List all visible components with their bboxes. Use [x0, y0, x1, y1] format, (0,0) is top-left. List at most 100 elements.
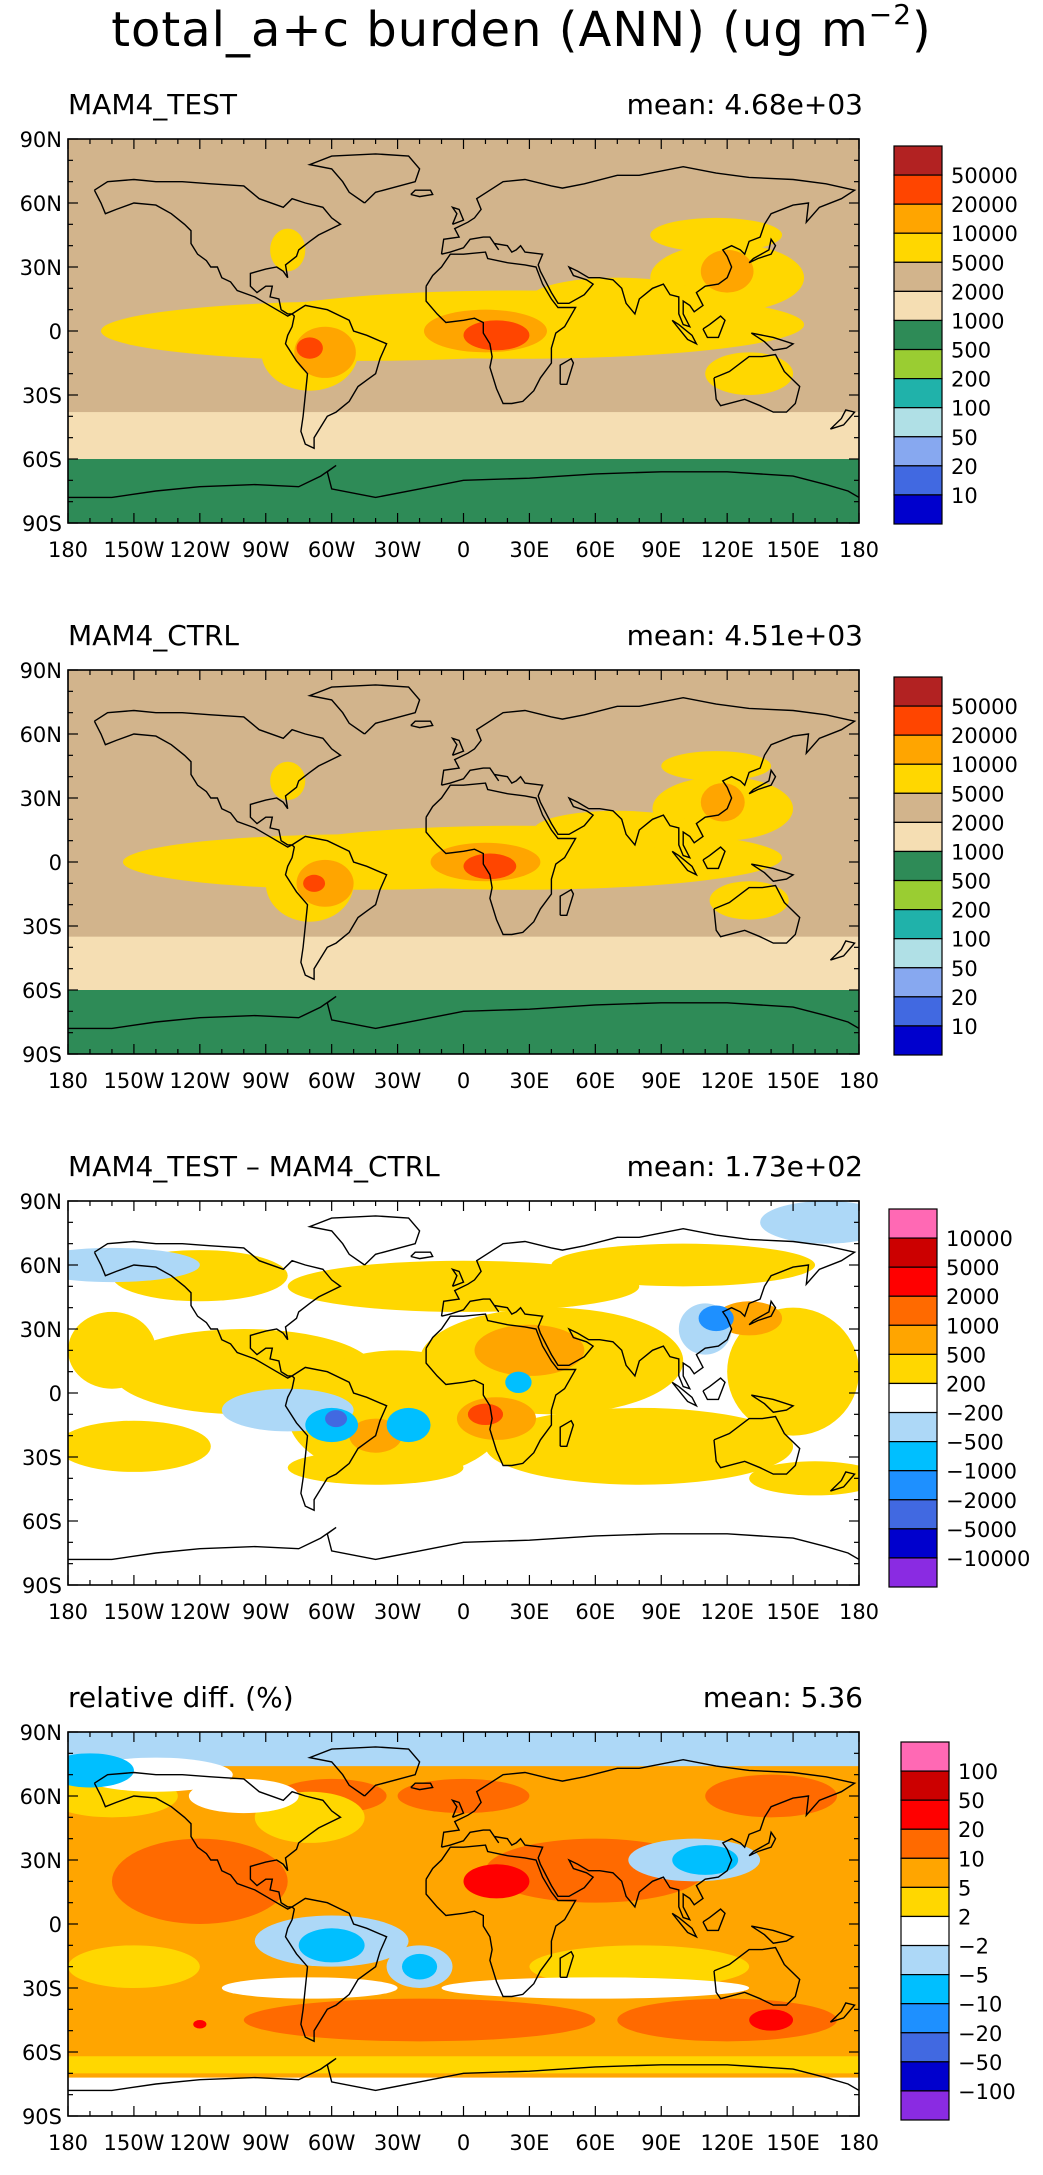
- coastline: [425, 251, 577, 405]
- colorbar-swatch: [893, 705, 943, 736]
- coastline: [559, 1950, 575, 1978]
- x-tick-label: 30E: [509, 1069, 549, 1093]
- x-tick-label: 30W: [374, 1069, 422, 1093]
- field-contour: [303, 874, 326, 892]
- coastline: [713, 1946, 801, 2006]
- field-contour: [705, 352, 794, 395]
- panel-mean-label: mean: 4.68e+03: [626, 88, 863, 121]
- colorbar-label: 1000: [951, 309, 1004, 333]
- x-tick-label: 180: [839, 1600, 879, 1624]
- map-plot: 180 150W 120W 90W 60W 30W 0 30E 60E 90E 120E 150E 18…: [20, 1721, 879, 2155]
- colorbar-swatch: [888, 1324, 938, 1355]
- x-tick-label: 180: [48, 1069, 88, 1093]
- y-tick-label: 60S: [22, 1510, 62, 1534]
- field-contour: [485, 1407, 794, 1485]
- panel-mean-label: mean: 1.73e+02: [626, 1150, 863, 1183]
- colorbar-label: 500: [951, 339, 991, 363]
- x-tick-label: 180: [839, 2131, 879, 2155]
- field-contour: [529, 277, 706, 321]
- colorbar-swatch: [893, 261, 943, 292]
- colorbar-swatch: [893, 407, 943, 438]
- field-layer: [68, 1201, 859, 1585]
- coastline: [410, 1251, 434, 1260]
- x-tick-label: 150W: [103, 2131, 164, 2155]
- colorbar-swatch: [893, 348, 943, 380]
- coastline: [284, 304, 388, 450]
- colorbar-swatch: [893, 145, 943, 176]
- colorbar-label: 5000: [946, 1256, 999, 1280]
- coastline: [450, 737, 465, 756]
- field-contour: [270, 228, 306, 272]
- panel-left-label: MAM4_TEST: [68, 88, 237, 121]
- colorbar-swatch: [900, 1770, 950, 1801]
- colorbar-label: −500: [946, 1431, 1004, 1455]
- coastlines: [68, 1215, 859, 1561]
- x-tick-label: 90E: [641, 2131, 681, 2155]
- y-tick-label: 90S: [22, 2105, 62, 2129]
- page-title: total_a+c burden (ANN) (ug m−2): [0, 0, 1043, 60]
- field-contour: [700, 249, 754, 293]
- y-tick-label: 0: [49, 851, 62, 875]
- x-tick-label: 150E: [766, 538, 819, 562]
- y-tick-label: 90N: [20, 128, 62, 152]
- panel-left-label: relative diff. (%): [68, 1681, 294, 1714]
- colorbar-label: −10000: [946, 1547, 1030, 1571]
- coastline: [713, 1415, 801, 1475]
- x-tick-label: 120E: [700, 538, 753, 562]
- x-tick-label: 90E: [641, 1069, 681, 1093]
- y-tick-label: 60N: [20, 1785, 62, 1809]
- colorbar-label: 1000: [946, 1314, 999, 1338]
- colorbar-swatch: [893, 436, 943, 467]
- x-tick-label: 180: [48, 538, 88, 562]
- y-tick-label: 30S: [22, 915, 62, 939]
- x-tick-label: 180: [48, 2131, 88, 2155]
- field-contour: [296, 337, 323, 359]
- panel-left-label: MAM4_TEST – MAM4_CTRL: [68, 1150, 440, 1183]
- colorbar-swatch: [888, 1237, 938, 1268]
- colorbar-label: 200: [946, 1372, 986, 1396]
- panel-left-label: MAM4_CTRL: [68, 619, 239, 652]
- colorbar-label: −5: [958, 1964, 989, 1988]
- x-tick-label: 60W: [308, 1069, 356, 1093]
- colorbar-swatch: [893, 938, 943, 969]
- y-tick-label: 0: [49, 1913, 62, 1937]
- y-tick-label: 30N: [20, 1849, 62, 1873]
- coastline: [440, 696, 857, 859]
- colorbar-swatch: [893, 494, 943, 525]
- coastline: [93, 1771, 342, 1910]
- x-tick-label: 0: [457, 1069, 470, 1093]
- colorbar-swatch: [900, 1944, 950, 1976]
- colorbar-label: −10: [958, 1993, 1002, 2017]
- coastline: [440, 1758, 857, 1921]
- coastline: [702, 1377, 726, 1401]
- colorbar-swatch: [900, 1741, 950, 1772]
- x-tick-label: 90W: [242, 538, 290, 562]
- y-tick-label: 30N: [20, 787, 62, 811]
- field-contour: [749, 2009, 794, 2031]
- colorbar-swatch: [893, 996, 943, 1027]
- field-contour: [401, 1953, 438, 1980]
- x-tick-label: 60E: [575, 1600, 615, 1624]
- y-tick-label: 60S: [22, 979, 62, 1003]
- colorbar-label: 100: [958, 1760, 998, 1784]
- x-tick-label: 180: [48, 1600, 88, 1624]
- coastline: [702, 315, 726, 339]
- colorbar-swatch: [893, 232, 943, 263]
- field-contour: [474, 1324, 585, 1376]
- x-tick-label: 90W: [242, 1069, 290, 1093]
- x-tick-label: 0: [457, 1600, 470, 1624]
- x-tick-label: 120W: [169, 2131, 230, 2155]
- coastline: [671, 1912, 698, 1939]
- field-contour: [617, 1998, 838, 2042]
- colorbar-swatch: [888, 1382, 938, 1414]
- coastline: [307, 1215, 421, 1266]
- colorbar-swatch: [900, 1828, 950, 1859]
- x-tick-label: 150E: [766, 2131, 819, 2155]
- field-contour: [700, 783, 745, 822]
- field-contour: [463, 853, 517, 880]
- x-tick-label: 0: [457, 538, 470, 562]
- colorbar-swatch: [893, 909, 943, 940]
- x-tick-label: 150W: [103, 538, 164, 562]
- x-tick-label: 120E: [700, 1600, 753, 1624]
- colorbar-label: 2: [958, 1905, 971, 1929]
